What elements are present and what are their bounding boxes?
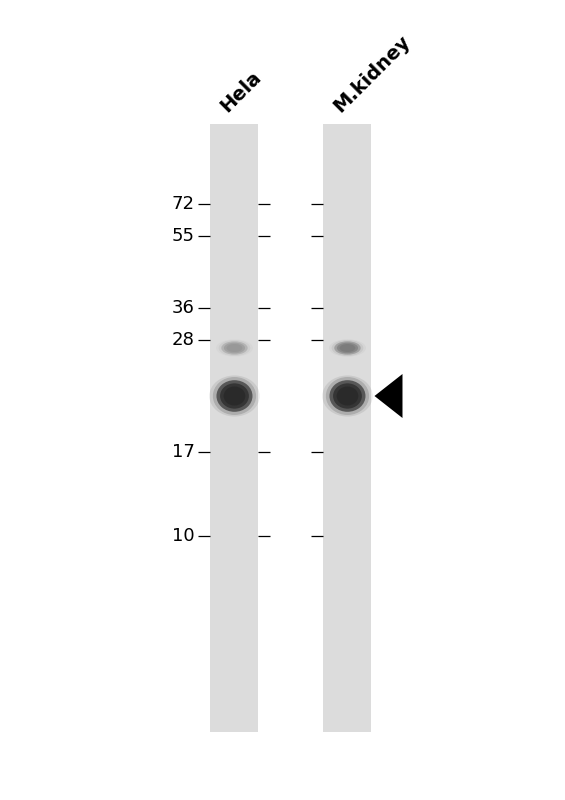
Text: 28: 28 bbox=[172, 331, 194, 349]
Ellipse shape bbox=[337, 342, 358, 354]
Ellipse shape bbox=[334, 342, 360, 354]
Ellipse shape bbox=[340, 344, 355, 352]
Text: Hela: Hela bbox=[217, 68, 266, 116]
Polygon shape bbox=[375, 374, 402, 418]
Ellipse shape bbox=[227, 344, 242, 352]
Ellipse shape bbox=[221, 342, 247, 354]
Bar bbox=[210, 124, 258, 732]
Text: 17: 17 bbox=[172, 443, 194, 461]
Text: 36: 36 bbox=[172, 299, 194, 317]
Ellipse shape bbox=[220, 383, 249, 409]
Ellipse shape bbox=[322, 375, 373, 417]
Text: M.kidney: M.kidney bbox=[330, 32, 414, 116]
Ellipse shape bbox=[224, 342, 245, 354]
Bar bbox=[323, 124, 372, 732]
Ellipse shape bbox=[333, 383, 362, 409]
Text: 72: 72 bbox=[171, 195, 194, 213]
Ellipse shape bbox=[337, 386, 358, 406]
Ellipse shape bbox=[326, 377, 369, 415]
Ellipse shape bbox=[224, 386, 245, 406]
Ellipse shape bbox=[332, 340, 363, 356]
Text: 10: 10 bbox=[172, 527, 194, 545]
Ellipse shape bbox=[213, 377, 256, 415]
Text: 55: 55 bbox=[171, 227, 194, 245]
Ellipse shape bbox=[216, 380, 253, 412]
Ellipse shape bbox=[329, 380, 366, 412]
Ellipse shape bbox=[209, 375, 260, 417]
